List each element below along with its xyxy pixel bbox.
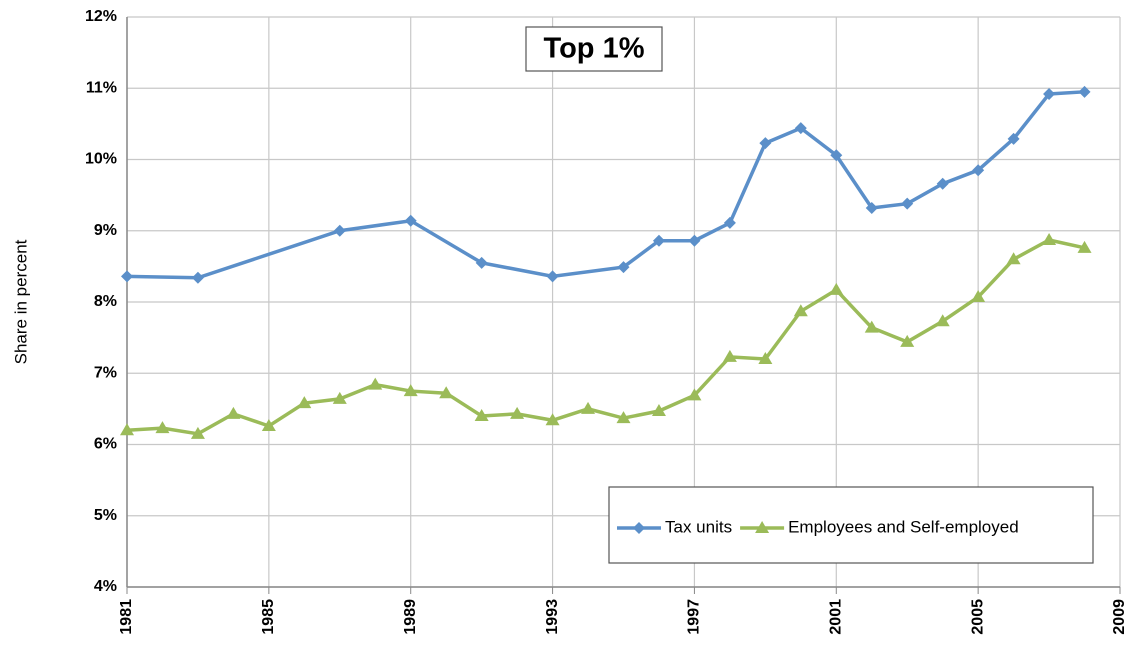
data-point <box>1077 240 1092 253</box>
data-point <box>759 137 772 150</box>
legend-label: Tax units <box>665 517 732 536</box>
data-point <box>1007 132 1020 145</box>
data-point <box>829 282 844 295</box>
data-point <box>616 411 631 424</box>
data-point <box>901 197 914 210</box>
data-point <box>971 290 986 303</box>
data-point <box>404 214 417 227</box>
data-point <box>191 271 204 284</box>
x-tick-label: 1997 <box>686 599 703 635</box>
chart-title: Top 1% <box>544 33 645 65</box>
data-point <box>900 334 915 347</box>
data-point <box>403 384 418 397</box>
data-point <box>936 177 949 190</box>
data-point <box>474 409 489 421</box>
data-point <box>120 423 134 436</box>
data-point <box>722 349 737 362</box>
data-point <box>261 418 276 431</box>
legend-marker <box>755 521 770 533</box>
data-point <box>121 270 133 283</box>
data-point <box>190 426 205 439</box>
data-point <box>1078 85 1091 98</box>
data-point <box>1043 87 1056 100</box>
x-tick-label: 1985 <box>260 599 277 635</box>
legend-marker <box>633 522 645 534</box>
y-tick-label: 9% <box>94 222 117 239</box>
data-point <box>688 234 701 247</box>
data-point <box>972 164 985 177</box>
data-point <box>545 413 560 426</box>
data-point <box>1042 233 1057 246</box>
data-point <box>546 270 559 283</box>
x-tick-label: 1989 <box>402 599 419 635</box>
data-point <box>297 396 312 409</box>
data-point <box>723 216 736 229</box>
series-line <box>126 238 1085 436</box>
series-line <box>126 90 1085 280</box>
data-point <box>864 320 879 333</box>
x-tick-label: 2005 <box>969 599 986 635</box>
data-point <box>687 388 702 401</box>
data-point <box>794 122 807 135</box>
x-tick-label: 2001 <box>828 599 845 635</box>
data-point <box>510 406 525 419</box>
y-tick-label: 6% <box>94 436 117 453</box>
title-box <box>525 26 663 72</box>
data-point <box>652 234 665 247</box>
data-point <box>935 314 950 327</box>
data-point <box>332 391 347 404</box>
data-point <box>439 386 454 399</box>
legend-label: Employees and Self-employed <box>788 517 1019 536</box>
y-tick-label: 4% <box>94 578 117 595</box>
x-tick-label: 1993 <box>544 599 561 635</box>
y-tick-label: 11% <box>86 79 117 96</box>
y-tick-label: 8% <box>94 293 117 310</box>
data-point <box>1006 252 1021 265</box>
data-point <box>617 261 630 274</box>
y-axis-label: Share in percent <box>11 239 30 364</box>
data-point <box>368 377 383 390</box>
data-point <box>333 224 346 237</box>
data-point <box>651 404 666 417</box>
data-point <box>830 149 843 162</box>
data-point <box>793 304 808 317</box>
y-tick-label: 12% <box>85 8 117 25</box>
data-point <box>758 352 773 364</box>
x-tick-label: 1981 <box>118 599 135 635</box>
data-point <box>865 201 878 214</box>
data-point <box>226 406 241 419</box>
y-tick-label: 5% <box>94 507 117 524</box>
data-point <box>581 401 596 414</box>
legend-box <box>608 486 1094 564</box>
data-point <box>155 421 170 434</box>
y-tick-label: 7% <box>94 364 117 381</box>
data-point <box>475 256 488 269</box>
y-tick-label: 10% <box>85 151 117 168</box>
x-tick-label: 2009 <box>1111 599 1128 635</box>
